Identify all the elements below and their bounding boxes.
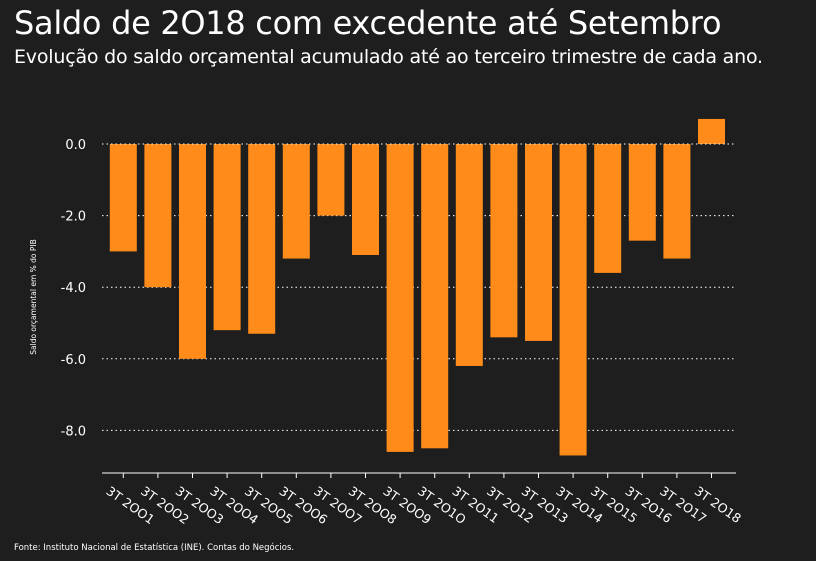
y-tick-label: -8.0	[61, 424, 86, 439]
bars-group	[109, 118, 725, 456]
bar-3t-2003	[179, 144, 206, 359]
chart-subtitle: Evolução do saldo orçamental acumulado a…	[14, 46, 763, 68]
bar-3t-2018	[698, 118, 725, 144]
bar-3t-2001	[109, 144, 137, 252]
bar-3t-2005	[248, 144, 276, 334]
bar-3t-2008	[352, 144, 379, 255]
bar-3t-2012	[490, 144, 518, 338]
bar-3t-2007	[317, 144, 345, 216]
bar-3t-2009	[386, 144, 414, 452]
y-tick-label: 0.0	[65, 138, 86, 153]
chart-title: Saldo de 2O18 com excedente até Setembro	[14, 4, 722, 42]
bar-3t-2014	[559, 144, 587, 456]
bar-3t-2011	[455, 144, 483, 366]
bar-3t-2010	[421, 144, 449, 449]
bar-3t-2002	[144, 144, 172, 288]
y-tick-label: -6.0	[61, 353, 86, 368]
bar-3t-2015	[594, 144, 622, 273]
bar-3t-2006	[282, 144, 310, 259]
y-axis-label: Saldo orçamental em % do PIB	[29, 239, 38, 355]
bar-3t-2004	[213, 144, 241, 331]
bar-3t-2017	[663, 144, 691, 259]
y-tick-label: -2.0	[61, 210, 86, 225]
source-note: Fonte: Instituto Nacional de Estatística…	[14, 543, 295, 553]
bar-3t-2013	[525, 144, 552, 341]
y-tick-label: -4.0	[61, 281, 86, 296]
y-ticks: 0.0 -2.0 -4.0 -6.0 -8.0	[61, 138, 86, 439]
bar-3t-2016	[628, 144, 656, 241]
